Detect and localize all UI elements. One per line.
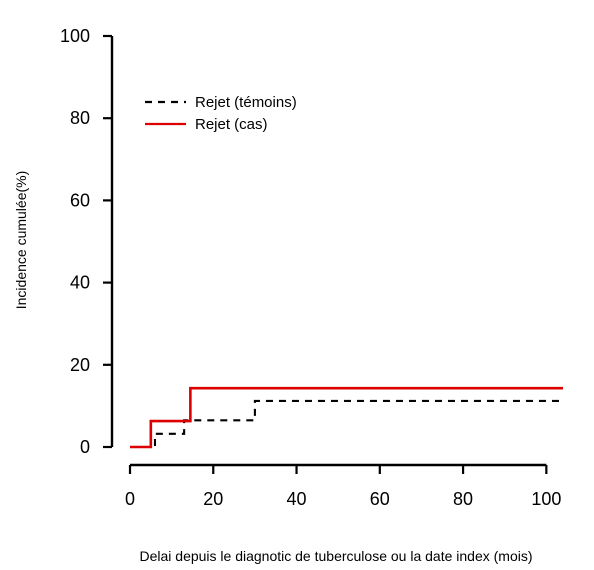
- y-ticks: 0 20 40 60 80 100: [60, 26, 112, 457]
- legend-label-rejet-cas: Rejet (cas): [195, 116, 268, 133]
- x-tick-label: 40: [287, 489, 307, 509]
- x-tick-label: 60: [370, 489, 390, 509]
- y-axis-label: Incidence cumulée(%): [13, 171, 29, 310]
- y-tick-label: 60: [70, 190, 90, 210]
- x-tick-label: 100: [531, 489, 561, 509]
- x-tick-label: 0: [125, 489, 135, 509]
- x-tick-label: 80: [453, 489, 473, 509]
- series-line-rejet-cas: [130, 386, 563, 449]
- y-tick-label: 40: [70, 273, 90, 293]
- y-tick-label: 20: [70, 355, 90, 375]
- legend: Rejet (témoins) Rejet (cas): [145, 94, 297, 133]
- x-ticks: 0 20 40 60 80 100: [125, 465, 561, 509]
- series-layer: [130, 386, 563, 449]
- axes: [110, 36, 547, 467]
- x-axis-label: Delai depuis le diagnotic de tuberculose…: [139, 548, 532, 564]
- series-line-rejet-temoins: [130, 399, 563, 449]
- y-tick-label: 0: [80, 437, 90, 457]
- x-tick-label: 20: [203, 489, 223, 509]
- y-tick-label: 80: [70, 108, 90, 128]
- legend-label-rejet-temoins: Rejet (témoins): [195, 94, 297, 111]
- y-tick-label: 100: [60, 26, 90, 46]
